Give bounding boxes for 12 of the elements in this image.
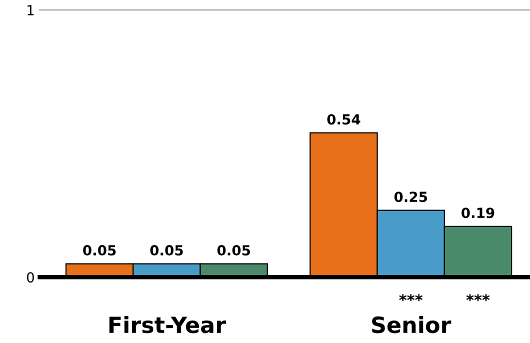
data-label: 0.25	[394, 192, 428, 202]
x-tick-label: Senior	[372, 316, 452, 334]
data-label: 0.54	[327, 114, 360, 125]
text: ***	[466, 294, 490, 302]
data-label: 0.05	[150, 245, 183, 256]
data-label: 0.19	[462, 208, 494, 218]
x-tick-label: First-Year	[109, 316, 226, 334]
y-tick-label: 0	[26, 272, 34, 283]
y-tick-label: 1	[28, 5, 34, 16]
text: ***	[399, 294, 423, 302]
data-label: 0.05	[217, 245, 250, 256]
data-label: 0.05	[83, 245, 116, 256]
